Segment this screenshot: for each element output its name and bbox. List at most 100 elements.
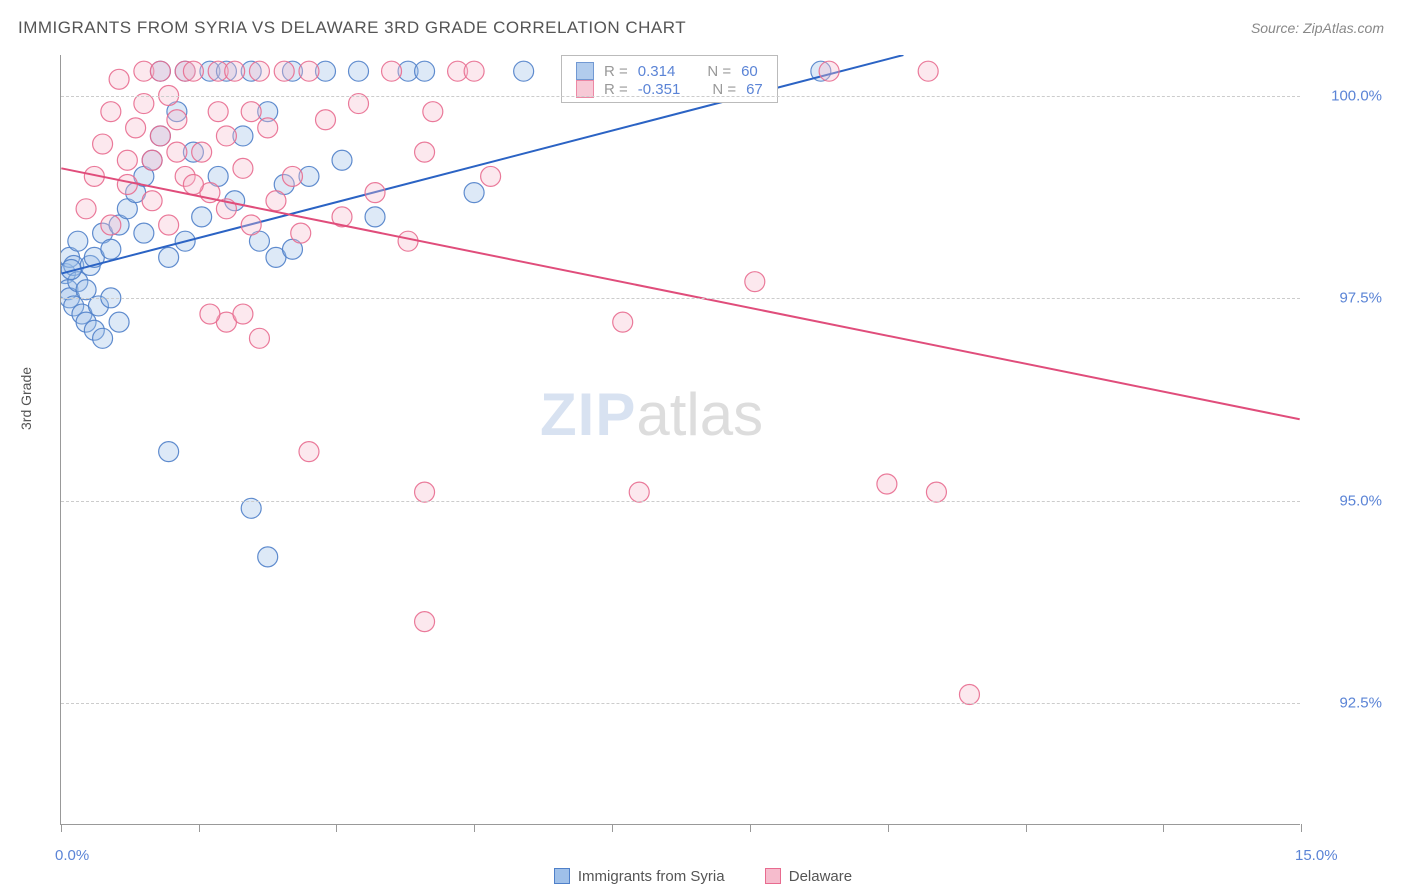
x-tick bbox=[1163, 824, 1164, 832]
data-point-delaware bbox=[423, 102, 443, 122]
x-tick bbox=[61, 824, 62, 832]
data-point-syria bbox=[464, 183, 484, 203]
x-tick bbox=[474, 824, 475, 832]
source-attribution: Source: ZipAtlas.com bbox=[1251, 20, 1384, 36]
y-tick-label: 100.0% bbox=[1331, 87, 1382, 104]
stats-legend-row-syria: R = 0.314 N = 60 bbox=[576, 62, 763, 80]
data-point-delaware bbox=[258, 118, 278, 138]
data-point-delaware bbox=[282, 166, 302, 186]
scatter-plot bbox=[61, 55, 1300, 824]
data-point-syria bbox=[514, 61, 534, 81]
r-value-syria: 0.314 bbox=[638, 63, 676, 80]
gridline bbox=[61, 703, 1300, 704]
data-point-syria bbox=[192, 207, 212, 227]
x-tick bbox=[199, 824, 200, 832]
data-point-delaware bbox=[415, 612, 435, 632]
data-point-syria bbox=[415, 61, 435, 81]
data-point-delaware bbox=[415, 482, 435, 502]
x-tick-label: 15.0% bbox=[1295, 847, 1338, 864]
data-point-delaware bbox=[225, 61, 245, 81]
data-point-delaware bbox=[150, 61, 170, 81]
data-point-delaware bbox=[167, 110, 187, 130]
data-point-delaware bbox=[382, 61, 402, 81]
data-point-syria bbox=[349, 61, 369, 81]
data-point-delaware bbox=[192, 142, 212, 162]
x-tick bbox=[336, 824, 337, 832]
data-point-syria bbox=[76, 280, 96, 300]
x-tick bbox=[612, 824, 613, 832]
data-point-delaware bbox=[349, 94, 369, 114]
legend-swatch-syria bbox=[576, 62, 594, 80]
data-point-delaware bbox=[249, 61, 269, 81]
data-point-delaware bbox=[299, 61, 319, 81]
data-point-delaware bbox=[819, 61, 839, 81]
chart-page: IMMIGRANTS FROM SYRIA VS DELAWARE 3RD GR… bbox=[0, 0, 1406, 892]
data-point-delaware bbox=[299, 442, 319, 462]
r-label: R = bbox=[604, 63, 628, 80]
data-point-syria bbox=[93, 328, 113, 348]
n-value-syria: 60 bbox=[741, 63, 758, 80]
bottom-legend-label-syria: Immigrants from Syria bbox=[578, 868, 725, 885]
y-tick-label: 92.5% bbox=[1339, 695, 1382, 712]
bottom-legend: Immigrants from Syria Delaware bbox=[0, 868, 1406, 889]
data-point-delaware bbox=[613, 312, 633, 332]
data-point-delaware bbox=[629, 482, 649, 502]
x-tick bbox=[1301, 824, 1302, 832]
data-point-delaware bbox=[167, 142, 187, 162]
data-point-delaware bbox=[159, 215, 179, 235]
x-tick bbox=[1026, 824, 1027, 832]
data-point-delaware bbox=[208, 102, 228, 122]
data-point-delaware bbox=[183, 61, 203, 81]
bottom-legend-item-delaware: Delaware bbox=[765, 868, 852, 885]
data-point-delaware bbox=[464, 61, 484, 81]
data-point-syria bbox=[159, 247, 179, 267]
data-point-delaware bbox=[959, 684, 979, 704]
data-point-delaware bbox=[249, 328, 269, 348]
bottom-legend-swatch-syria bbox=[554, 868, 570, 884]
data-point-delaware bbox=[241, 102, 261, 122]
data-point-delaware bbox=[183, 175, 203, 195]
data-point-delaware bbox=[200, 304, 220, 324]
data-point-syria bbox=[258, 547, 278, 567]
data-point-delaware bbox=[481, 166, 501, 186]
data-point-delaware bbox=[216, 126, 236, 146]
y-tick-label: 97.5% bbox=[1339, 290, 1382, 307]
data-point-delaware bbox=[233, 304, 253, 324]
data-point-delaware bbox=[142, 191, 162, 211]
data-point-syria bbox=[332, 150, 352, 170]
data-point-syria bbox=[134, 223, 154, 243]
trend-line-delaware bbox=[61, 168, 1299, 419]
x-tick bbox=[750, 824, 751, 832]
y-axis-label: 3rd Grade bbox=[18, 367, 34, 430]
data-point-delaware bbox=[101, 102, 121, 122]
data-point-delaware bbox=[877, 474, 897, 494]
gridline bbox=[61, 501, 1300, 502]
data-point-syria bbox=[101, 239, 121, 259]
data-point-delaware bbox=[150, 126, 170, 146]
data-point-delaware bbox=[233, 158, 253, 178]
data-point-delaware bbox=[109, 69, 129, 89]
data-point-syria bbox=[159, 442, 179, 462]
data-point-delaware bbox=[266, 191, 286, 211]
page-title: IMMIGRANTS FROM SYRIA VS DELAWARE 3RD GR… bbox=[18, 18, 686, 38]
data-point-syria bbox=[365, 207, 385, 227]
data-point-delaware bbox=[316, 110, 336, 130]
data-point-delaware bbox=[117, 150, 137, 170]
data-point-delaware bbox=[291, 223, 311, 243]
data-point-delaware bbox=[745, 272, 765, 292]
x-tick-label: 0.0% bbox=[55, 847, 89, 864]
y-tick-label: 95.0% bbox=[1339, 492, 1382, 509]
data-point-delaware bbox=[101, 215, 121, 235]
data-point-delaware bbox=[142, 150, 162, 170]
data-point-delaware bbox=[926, 482, 946, 502]
bottom-legend-label-delaware: Delaware bbox=[789, 868, 852, 885]
data-point-delaware bbox=[415, 142, 435, 162]
data-point-syria bbox=[68, 231, 88, 251]
data-point-delaware bbox=[918, 61, 938, 81]
data-point-delaware bbox=[134, 94, 154, 114]
bottom-legend-swatch-delaware bbox=[765, 868, 781, 884]
data-point-delaware bbox=[398, 231, 418, 251]
n-label: N = bbox=[707, 63, 731, 80]
bottom-legend-item-syria: Immigrants from Syria bbox=[554, 868, 725, 885]
data-point-delaware bbox=[274, 61, 294, 81]
